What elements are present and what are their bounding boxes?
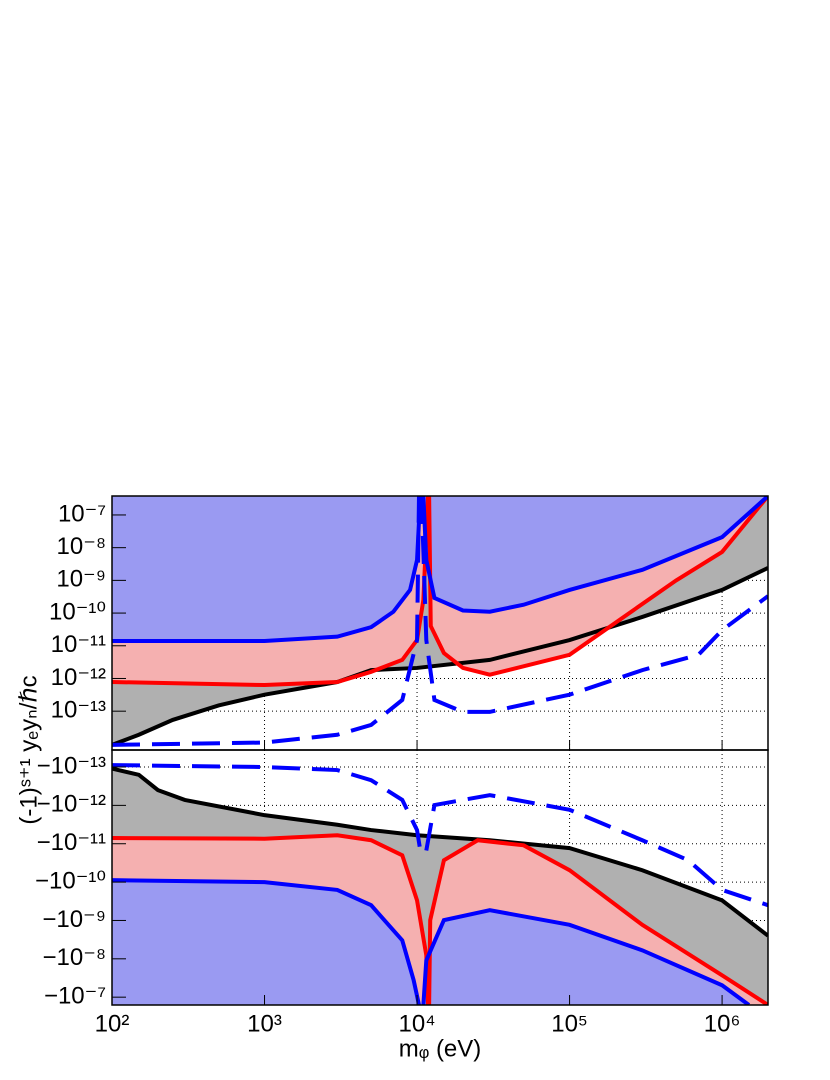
dashed-line: [112, 763, 768, 908]
y-tick-label: 10⁻⁷: [58, 500, 106, 527]
y-tick-label: −10⁻⁹: [42, 906, 106, 933]
y-tick-label: −10⁻¹⁰: [35, 867, 106, 894]
y-tick-label: 10⁻¹⁰: [49, 598, 106, 625]
limit-line: [112, 496, 768, 688]
y-tick-label: −10⁻⁷: [44, 983, 106, 1010]
x-axis-title: mᵩ (eV): [399, 1035, 482, 1062]
x-tick-label: 10³: [247, 1010, 282, 1037]
band-fill: [112, 496, 421, 641]
x-tick-label: 10⁶: [704, 1010, 741, 1037]
limit-line: [112, 496, 768, 643]
x-tick-label: 10²: [95, 1010, 130, 1037]
y-axis-title: (-1)ˢ⁺¹ yₑyₙ/ℏc: [15, 675, 42, 824]
plot-area: [112, 496, 768, 750]
x-tick-label: 10⁵: [551, 1010, 588, 1037]
dashed-line: [112, 496, 768, 747]
limit-line: [112, 878, 751, 1005]
band-fill: [423, 910, 749, 1005]
band-fill: [112, 880, 420, 1005]
y-tick-label: 10⁻⁹: [56, 566, 106, 593]
y-tick-label: −10⁻⁸: [42, 944, 106, 971]
y-tick-label: −10⁻¹¹: [37, 829, 106, 856]
y-tick-label: −10⁻¹³: [37, 752, 106, 779]
plot-area: [112, 750, 768, 1005]
x-tick-label: 10⁴: [399, 1010, 436, 1037]
band-fill: [423, 496, 768, 612]
y-tick-label: −10⁻¹²: [37, 791, 106, 818]
plot-frame: [111, 749, 769, 1006]
limit-line: [112, 766, 768, 938]
y-tick-label: 10⁻¹²: [51, 664, 106, 691]
y-tick-label: 10⁻¹³: [51, 697, 106, 724]
y-tick-label: 10⁻⁸: [57, 533, 107, 560]
y-tick-label: 10⁻¹¹: [51, 631, 106, 658]
limit-line: [112, 833, 768, 1005]
